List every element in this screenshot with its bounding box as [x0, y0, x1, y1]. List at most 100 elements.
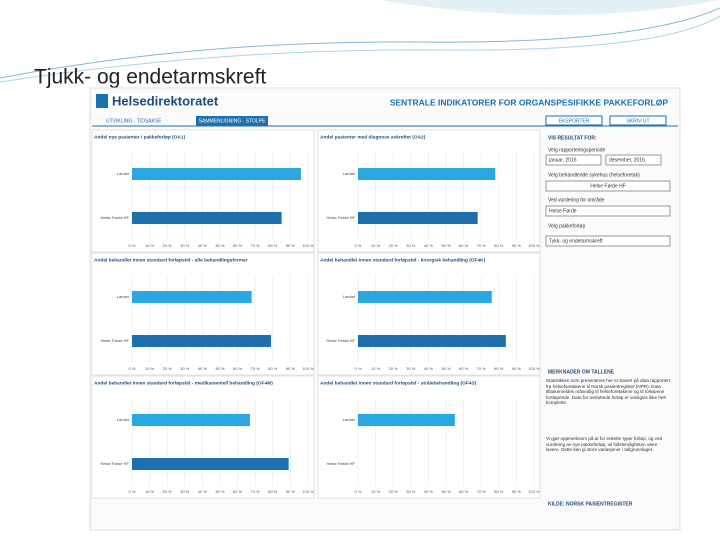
- x-tick-label: 80 %: [494, 366, 504, 371]
- x-tick-label: 30 %: [180, 243, 190, 248]
- tab[interactable]: UTVIKLING - TIDSAKSE: [106, 118, 162, 124]
- x-tick-label: 50 %: [441, 243, 451, 248]
- x-tick-label: 100 %: [528, 489, 540, 494]
- charts: Andel nye pasienter i pakkeforløp (OA1) 0…: [91, 129, 541, 499]
- chart-title: Andel behandlet innen standard forløpsti…: [320, 379, 477, 386]
- y-tick-label: Landet: [117, 417, 130, 422]
- bar: [132, 212, 282, 224]
- x-tick-label: 0 %: [129, 243, 136, 248]
- x-tick-label: 100 %: [528, 366, 540, 371]
- x-tick-label: 90 %: [512, 489, 522, 494]
- x-tick-label: 80 %: [268, 489, 278, 494]
- x-tick-label: 80 %: [268, 366, 278, 371]
- x-tick-label: 0 %: [129, 489, 136, 494]
- button-label[interactable]: EKSPORTER: [559, 118, 590, 124]
- x-tick-label: 50 %: [215, 489, 225, 494]
- label: Velg behandlende sykehus (helseforetak): [548, 172, 640, 178]
- x-tick-label: 90 %: [286, 366, 296, 371]
- wave: [0, 15, 720, 83]
- x-tick-label: 30 %: [406, 366, 416, 371]
- x-tick-label: 20 %: [389, 489, 399, 494]
- bar: [358, 212, 478, 224]
- tab-active[interactable]: [196, 116, 268, 126]
- x-tick-label: 90 %: [512, 366, 522, 371]
- button-label[interactable]: SKRIV UT: [626, 118, 649, 124]
- x-tick-label: 50 %: [215, 366, 225, 371]
- y-tick-label: Landet: [343, 417, 356, 422]
- bar: [132, 414, 250, 426]
- label: Velg pakkeforløp: [548, 223, 585, 229]
- select[interactable]: [545, 235, 671, 247]
- chart-title: Andel behandlet innen standard forløpsti…: [94, 380, 273, 386]
- x-tick-label: 80 %: [494, 489, 504, 494]
- x-tick-label: 60 %: [233, 243, 243, 248]
- x-tick-label: 20 %: [389, 366, 399, 371]
- label: Ved vurdering for område: [548, 196, 605, 203]
- x-tick-label: 0 %: [355, 243, 362, 248]
- logo-icon: [96, 94, 108, 108]
- panel: [317, 252, 541, 376]
- panel: [317, 129, 541, 253]
- input[interactable]: [545, 180, 671, 192]
- x-tick-label: 30 %: [406, 489, 416, 494]
- bar: [358, 414, 455, 426]
- x-tick-label: 70 %: [477, 489, 487, 494]
- notes: Vi gjør oppmerksom på at for enkelte typ…: [546, 436, 663, 453]
- input-value[interactable]: desember, 2016: [609, 157, 645, 163]
- y-tick-label: Helse Førde HF: [327, 461, 356, 466]
- bar: [358, 335, 506, 347]
- header-title: SENTRALE INDIKATORER FOR ORGANSPESIFIKKE…: [390, 97, 668, 107]
- select-value[interactable]: Helse Førde: [549, 208, 577, 214]
- panel: [91, 129, 315, 253]
- chart-title: Andel pasienter med diagnose avkreftet (…: [320, 134, 426, 140]
- input[interactable]: [545, 154, 602, 166]
- x-tick-label: 40 %: [424, 243, 434, 248]
- x-tick-label: 50 %: [441, 366, 451, 371]
- button[interactable]: [545, 115, 603, 126]
- bar: [358, 168, 496, 180]
- input[interactable]: [605, 154, 662, 166]
- y-tick-label: Helse Førde HF: [327, 338, 356, 343]
- x-tick-label: 60 %: [233, 489, 243, 494]
- x-tick-label: 10 %: [371, 489, 381, 494]
- x-tick-label: 100 %: [528, 243, 540, 248]
- slide-title: Tjukk- og endetarmskreft: [34, 66, 266, 89]
- x-tick-label: 70 %: [477, 366, 487, 371]
- x-tick-label: 0 %: [355, 489, 362, 494]
- label: Velg rapporteringsperiode: [548, 147, 605, 153]
- y-tick-label: Landet: [117, 294, 130, 299]
- y-tick-label: Landet: [117, 171, 130, 176]
- y-tick-label: Helse Førde HF: [101, 338, 130, 343]
- x-tick-label: 20 %: [163, 366, 173, 371]
- x-tick-label: 0 %: [355, 366, 362, 371]
- x-tick-label: 20 %: [389, 243, 399, 248]
- x-tick-label: 90 %: [512, 243, 522, 248]
- button[interactable]: [609, 115, 667, 126]
- notes-text: Vi gjør oppmerksom på at for enkelte typ…: [546, 436, 663, 453]
- select[interactable]: [545, 205, 671, 217]
- x-tick-label: 80 %: [494, 243, 504, 248]
- logo: Helsedirektoratet: [112, 93, 219, 108]
- x-tick-label: 70 %: [251, 489, 261, 494]
- x-tick-label: 50 %: [441, 489, 451, 494]
- panel: [91, 252, 315, 376]
- x-tick-label: 30 %: [180, 489, 190, 494]
- x-tick-label: 70 %: [477, 243, 487, 248]
- x-tick-label: 20 %: [163, 489, 173, 494]
- x-tick-label: 70 %: [251, 366, 261, 371]
- x-tick-label: 10 %: [145, 489, 155, 494]
- y-tick-label: Landet: [343, 171, 356, 176]
- bar: [132, 168, 301, 180]
- x-tick-label: 30 %: [180, 366, 190, 371]
- tab[interactable]: SAMMENLIGNING - STOLPE: [199, 118, 266, 124]
- bar: [132, 291, 252, 303]
- sidebar: VIS RESULTAT FOR: Velg rapporteringsperi…: [545, 135, 671, 507]
- input-value[interactable]: januar, 2016: [548, 157, 577, 163]
- input-value[interactable]: Helse Førde HF: [590, 183, 626, 189]
- source: KILDE: NORSK PASIENTREGISTER: [548, 501, 633, 507]
- x-tick-label: 60 %: [459, 243, 469, 248]
- x-tick-label: 60 %: [459, 489, 469, 494]
- x-tick-label: 60 %: [459, 366, 469, 371]
- select-value[interactable]: Tykk- og endetarmskreft: [549, 238, 603, 244]
